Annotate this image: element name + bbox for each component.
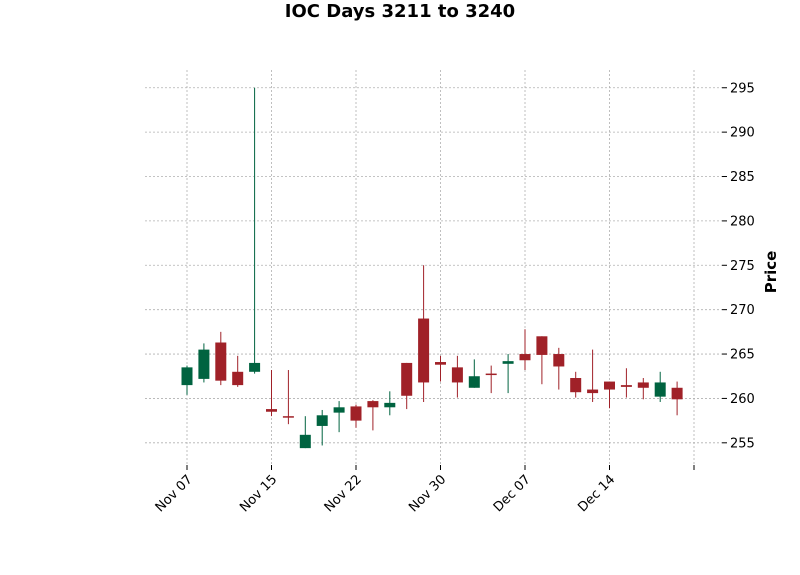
candle-down [587, 349, 599, 402]
y-tick-label: 275 [730, 259, 755, 274]
candle-body [181, 367, 193, 386]
candle-body [198, 349, 210, 379]
candle-down [671, 381, 683, 416]
candle-body [333, 407, 345, 413]
candle-up [468, 359, 480, 388]
candle-down [367, 400, 379, 431]
y-tick-label: 270 [730, 303, 755, 318]
y-tick-label: 285 [730, 170, 755, 185]
candle-body [282, 416, 294, 418]
x-tick-label: Nov 30 [406, 472, 449, 515]
y-axis-label: Price [762, 251, 780, 294]
candle-up [198, 343, 210, 383]
candle-body [435, 362, 446, 365]
candle-body [468, 376, 480, 388]
candle-up [249, 87, 261, 374]
candle-body [587, 389, 599, 394]
candle-body [401, 362, 413, 396]
y-axis: 255 260 265 270 275 280 285 290 295 [722, 81, 755, 451]
y-tick-label: 265 [730, 348, 755, 363]
candle-down [570, 371, 582, 398]
candle-down [485, 365, 497, 394]
candle-down [553, 347, 565, 390]
grid-layer [145, 70, 722, 465]
candle-down [620, 368, 632, 398]
candle-up [384, 391, 396, 416]
candle-body [519, 354, 531, 361]
candle-body [654, 382, 666, 397]
x-tick-label: Nov 22 [322, 472, 365, 515]
y-tick-label: 255 [730, 436, 755, 451]
candle-body [215, 342, 227, 381]
candle-body [637, 382, 649, 388]
candle-down [418, 265, 430, 402]
x-tick-label: Dec 07 [491, 472, 534, 515]
candle-body [553, 354, 565, 367]
candle-down [536, 336, 548, 385]
y-tick-label: 260 [730, 392, 755, 407]
candle-up [299, 416, 311, 449]
candle-down [637, 378, 649, 400]
candle-body [671, 387, 683, 400]
candle-down [350, 404, 362, 428]
candle-body [418, 318, 430, 383]
candle-down [266, 370, 277, 417]
candle-body [232, 371, 244, 386]
candle-body [536, 336, 548, 355]
candle-up [654, 371, 666, 402]
x-tick-label: Dec 14 [575, 472, 618, 515]
candle-body [299, 434, 311, 449]
candle-body [502, 361, 514, 364]
candle-body [316, 415, 328, 426]
y-tick-label: 280 [730, 214, 755, 229]
candle-down [282, 370, 294, 425]
candle-up [181, 365, 193, 395]
candle-body [350, 406, 362, 421]
candle-down [435, 355, 446, 382]
y-tick-label: 295 [730, 81, 755, 96]
candle-down [519, 329, 531, 371]
x-tick-label: Nov 07 [153, 472, 196, 515]
candle-up [316, 409, 328, 446]
candle-body [570, 378, 582, 393]
candle-body [485, 373, 497, 376]
candle-down [215, 331, 227, 386]
candle-down [401, 362, 413, 410]
candle-layer [181, 87, 683, 449]
x-tick-label: Nov 15 [237, 472, 280, 515]
candle-body [604, 381, 615, 390]
candle-body [367, 401, 379, 408]
candle-body [266, 409, 277, 412]
candle-body [451, 367, 463, 383]
candle-up [333, 401, 345, 433]
chart-title: IOC Days 3211 to 3240 [285, 1, 515, 22]
candle-down [451, 355, 463, 398]
candle-body [249, 362, 261, 372]
candle-down [232, 355, 244, 387]
candle-up [502, 354, 514, 394]
y-tick-label: 290 [730, 126, 755, 141]
x-axis: Nov 07 Nov 15 Nov 22 Nov 30 Dec 07 Dec 14 [153, 465, 695, 515]
candle-body [384, 402, 396, 408]
candle-body [620, 385, 632, 387]
candle-down [604, 381, 615, 409]
